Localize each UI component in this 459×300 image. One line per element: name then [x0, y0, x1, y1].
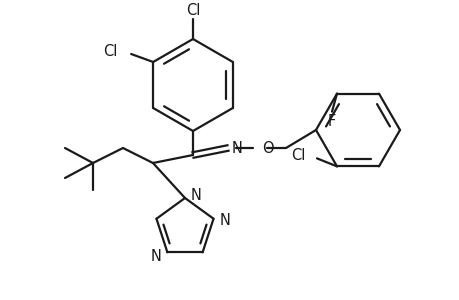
Text: Cl: Cl: [102, 44, 117, 59]
Text: N: N: [219, 213, 230, 228]
Text: N: N: [231, 140, 242, 155]
Text: Cl: Cl: [290, 148, 304, 163]
Text: N: N: [190, 188, 202, 202]
Text: F: F: [327, 114, 336, 129]
Text: Cl: Cl: [185, 2, 200, 17]
Text: N: N: [150, 249, 161, 264]
Text: O: O: [262, 140, 273, 155]
